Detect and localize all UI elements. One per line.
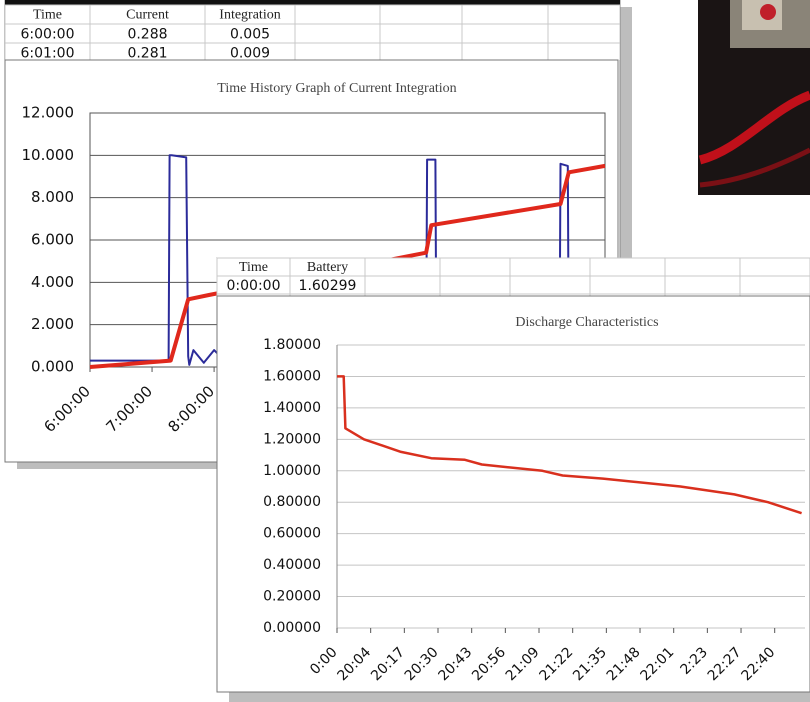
column-header: Time <box>239 260 268 275</box>
y-tick-label: 4.000 <box>31 273 74 291</box>
table-cell: 6:01:00 <box>21 46 75 62</box>
table-cell: 1.60299 <box>299 278 357 294</box>
y-tick-label: 0.000 <box>31 358 74 376</box>
y-tick-label: 0.20000 <box>263 589 321 605</box>
y-tick-label: 0.80000 <box>263 494 321 510</box>
table-cell: 0.288 <box>127 27 167 43</box>
y-tick-label: 1.40000 <box>263 400 321 416</box>
y-tick-label: 1.00000 <box>263 463 321 479</box>
y-tick-label: 1.60000 <box>263 368 321 384</box>
window-discharge: Time Battery 0:00:00 1.60299 Discharge Char… <box>216 257 810 702</box>
y-tick-label: 8.000 <box>31 188 74 206</box>
y-tick-label: 6.000 <box>31 231 74 249</box>
table-cell: 6:00:00 <box>21 27 75 43</box>
y-tick-label: 10.000 <box>22 146 75 164</box>
data-table: Time Battery 0:00:00 1.60299 <box>216 257 810 313</box>
y-tick-label: 12.000 <box>22 104 75 122</box>
column-header: Battery <box>307 260 348 275</box>
y-tick-label: 0.40000 <box>263 557 321 573</box>
chart-title: Time History Graph of Current Integratio… <box>217 81 456 96</box>
column-header: Time <box>33 8 62 23</box>
column-header: Integration <box>219 8 280 23</box>
y-tick-label: 0.60000 <box>263 526 321 542</box>
y-tick-label: 0.00000 <box>263 620 321 636</box>
column-header: Current <box>126 8 169 23</box>
table-cell: 0.009 <box>230 46 270 62</box>
y-tick-label: 1.20000 <box>263 431 321 447</box>
table-cell: 0:00:00 <box>227 278 281 294</box>
data-table: Time Current Integration 6:00:00 0.288 0.005 6… <box>5 4 620 62</box>
chart-title: Discharge Characteristics <box>515 315 658 330</box>
table-cell: 0.281 <box>127 46 167 62</box>
y-tick-label: 1.80000 <box>263 337 321 353</box>
photo <box>698 0 810 195</box>
data-line <box>337 375 802 515</box>
table-cell: 0.005 <box>230 27 270 43</box>
y-tick-label: 2.000 <box>31 315 74 333</box>
